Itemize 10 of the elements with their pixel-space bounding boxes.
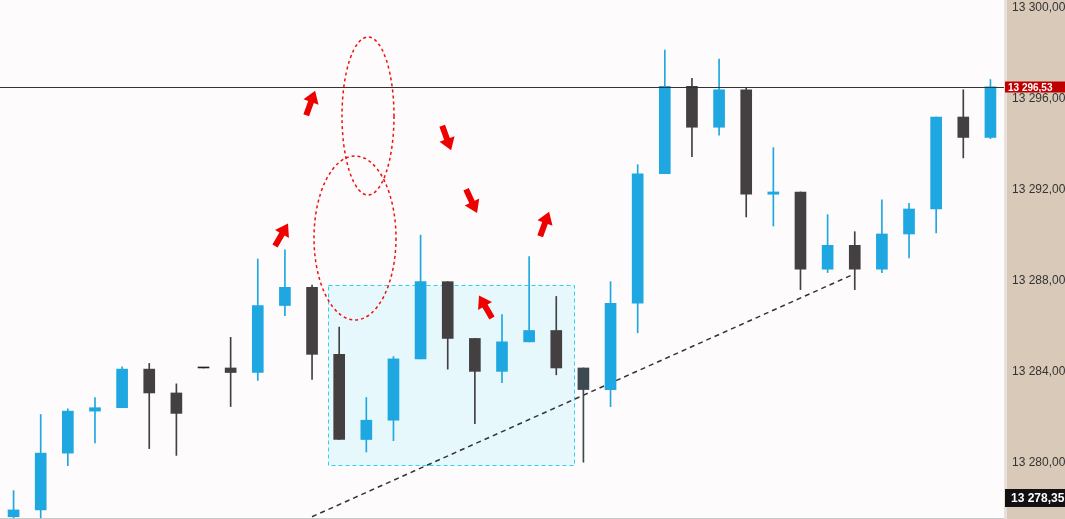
y-tick-label: 13 296,00 [1012, 91, 1065, 106]
candlestick [523, 256, 535, 343]
y-tick-label: 13 300,00 [1012, 0, 1065, 15]
candlestick [89, 397, 101, 444]
y-tick-label: 13 288,00 [1012, 272, 1065, 287]
y-tick-label: 13 292,00 [1012, 182, 1065, 196]
y-tick-label: 13 284,00 [1012, 363, 1065, 378]
ref-line-label: 13 296,53 [1008, 82, 1053, 94]
text: 13 278,35 [1011, 491, 1065, 506]
y-tick-label: 13 280,00 [1012, 454, 1065, 469]
